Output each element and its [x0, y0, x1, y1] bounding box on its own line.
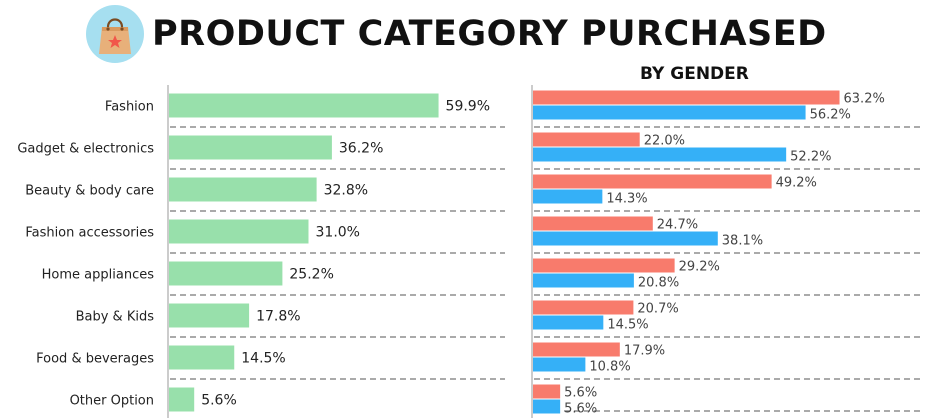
total-bar [169, 177, 317, 202]
female-bar [533, 90, 840, 105]
total-value-label: 36.2% [339, 141, 383, 157]
category-label: Fashion [105, 100, 154, 115]
male-bar [533, 399, 561, 414]
total-bar [169, 93, 439, 118]
female-value-label: 5.6% [564, 386, 597, 401]
male-value-label: 14.5% [607, 318, 648, 333]
category-label: Gadget & electronics [17, 142, 154, 157]
total-bar [169, 303, 250, 328]
total-value-label: 32.8% [324, 183, 368, 199]
male-bar [533, 105, 806, 120]
female-value-label: 63.2% [844, 92, 885, 107]
female-value-label: 24.7% [657, 218, 698, 233]
male-value-label: 10.8% [589, 360, 630, 375]
chart-subtitle: BY GENDER [640, 64, 749, 84]
male-value-label: 5.6% [564, 402, 597, 417]
male-bar [533, 357, 586, 372]
total-bar [169, 135, 332, 160]
total-value-label: 31.0% [316, 225, 360, 241]
category-label: Other Option [70, 394, 154, 409]
total-bar [169, 261, 283, 286]
male-value-label: 14.3% [606, 192, 647, 207]
female-value-label: 20.7% [637, 302, 678, 317]
male-value-label: 52.2% [790, 150, 831, 165]
male-bar [533, 189, 603, 204]
male-value-label: 38.1% [722, 234, 763, 249]
shopping-bag-icon [86, 5, 144, 63]
female-value-label: 22.0% [644, 134, 685, 149]
female-value-label: 17.9% [624, 344, 665, 359]
female-bar [533, 174, 772, 189]
total-value-label: 17.8% [256, 309, 300, 325]
male-bar [533, 147, 787, 162]
female-value-label: 49.2% [776, 176, 817, 191]
category-label: Baby & Kids [76, 310, 155, 325]
female-value-label: 29.2% [679, 260, 720, 275]
female-bar [533, 132, 640, 147]
female-bar [533, 384, 561, 399]
female-bar [533, 216, 653, 231]
male-bar [533, 315, 604, 330]
male-bar [533, 273, 634, 288]
male-value-label: 56.2% [810, 108, 851, 123]
total-value-label: 25.2% [289, 267, 333, 283]
male-bar [533, 231, 718, 246]
category-label: Food & beverages [36, 352, 154, 367]
female-bar [533, 258, 675, 273]
category-label: Beauty & body care [25, 184, 154, 199]
male-value-label: 20.8% [638, 276, 679, 291]
total-value-label: 59.9% [446, 99, 490, 115]
total-bar [169, 345, 235, 370]
female-bar [533, 300, 634, 315]
total-bar [169, 219, 309, 244]
category-label: Home appliances [42, 268, 155, 283]
category-label: Fashion accessories [25, 226, 154, 241]
total-value-label: 5.6% [201, 393, 237, 409]
page-title: PRODUCT CATEGORY PURCHASED [152, 14, 827, 54]
total-bar [169, 387, 195, 412]
total-value-label: 14.5% [241, 351, 285, 367]
female-bar [533, 342, 620, 357]
shopping-bag-icon-graphic [99, 18, 131, 54]
